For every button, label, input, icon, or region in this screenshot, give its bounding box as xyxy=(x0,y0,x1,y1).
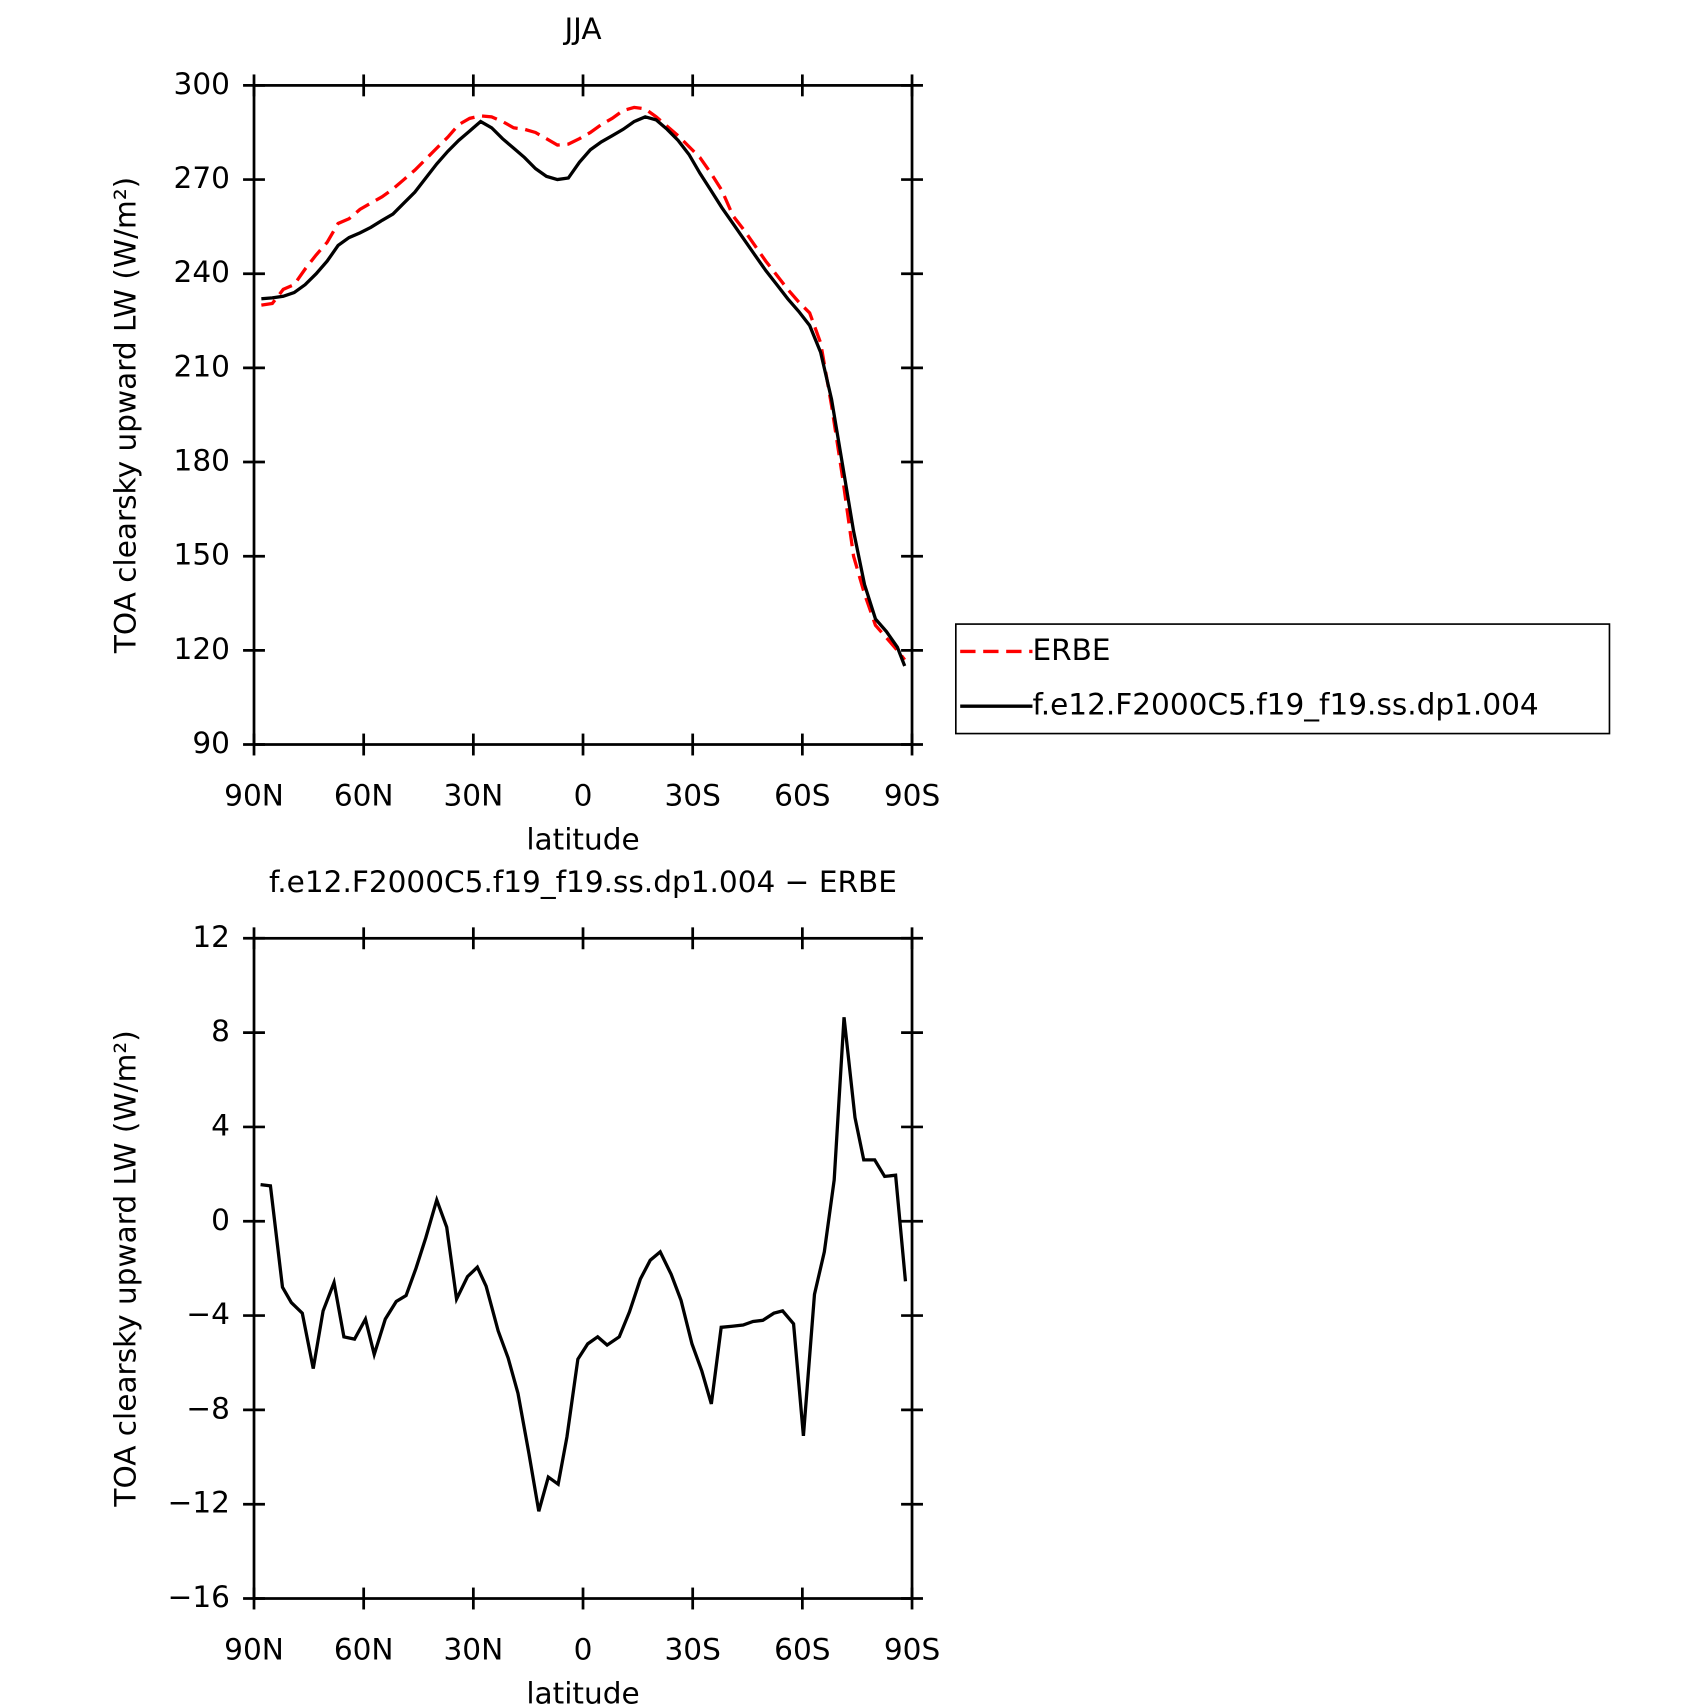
plot-frame xyxy=(252,84,914,746)
series-line xyxy=(261,115,907,667)
plot-frame xyxy=(252,936,914,1600)
x-tick-label: 0 xyxy=(574,779,593,813)
y-tick-label: 120 xyxy=(174,632,230,666)
y-tick-label: 300 xyxy=(174,67,230,101)
series-line xyxy=(261,105,906,661)
x-axis-label: latitude xyxy=(526,1676,639,1708)
y-tick-label: 180 xyxy=(174,444,230,478)
chart-title: f.e12.F2000C5.f19_f19.ss.dp1.004 − ERBE xyxy=(269,865,897,899)
y-tick-label: 240 xyxy=(174,255,230,289)
y-tick-label: 90 xyxy=(192,726,230,760)
x-axis-label: latitude xyxy=(526,822,639,856)
y-tick-label: −16 xyxy=(168,1580,230,1614)
y-tick-label: 0 xyxy=(211,1203,230,1237)
x-tick-label: 60S xyxy=(774,1633,830,1667)
y-axis-label: TOA clearsky upward LW (W/m²) xyxy=(109,1030,143,1507)
x-tick-label: 60N xyxy=(334,779,394,813)
x-tick-label: 90N xyxy=(224,779,284,813)
y-tick-label: 8 xyxy=(211,1014,230,1048)
y-tick-label: 150 xyxy=(174,538,230,572)
y-tick-label: 12 xyxy=(192,920,230,954)
y-tick-label: −12 xyxy=(168,1486,230,1520)
y-tick-label: −8 xyxy=(186,1391,230,1425)
y-axis-label: TOA clearsky upward LW (W/m²) xyxy=(109,177,143,654)
x-tick-label: 60N xyxy=(334,1633,394,1667)
legend-box xyxy=(955,623,1611,735)
legend-label: ERBE xyxy=(1032,633,1110,667)
x-tick-label: 30N xyxy=(443,779,503,813)
x-tick-label: 90S xyxy=(884,779,940,813)
legend-label: f.e12.F2000C5.f19_f19.ss.dp1.004 xyxy=(1032,688,1538,722)
x-tick-label: 30S xyxy=(665,1633,721,1667)
y-tick-label: 210 xyxy=(174,349,230,383)
x-tick-label: 30N xyxy=(443,1633,503,1667)
x-tick-label: 0 xyxy=(574,1633,593,1667)
y-tick-label: −4 xyxy=(186,1297,230,1331)
x-tick-label: 90S xyxy=(884,1633,940,1667)
chart-title: JJA xyxy=(562,12,601,46)
y-tick-label: 270 xyxy=(174,161,230,195)
x-tick-label: 30S xyxy=(665,779,721,813)
x-tick-label: 60S xyxy=(774,779,830,813)
x-tick-label: 90N xyxy=(224,1633,284,1667)
series-line xyxy=(260,1017,908,1512)
y-tick-label: 4 xyxy=(211,1108,230,1142)
